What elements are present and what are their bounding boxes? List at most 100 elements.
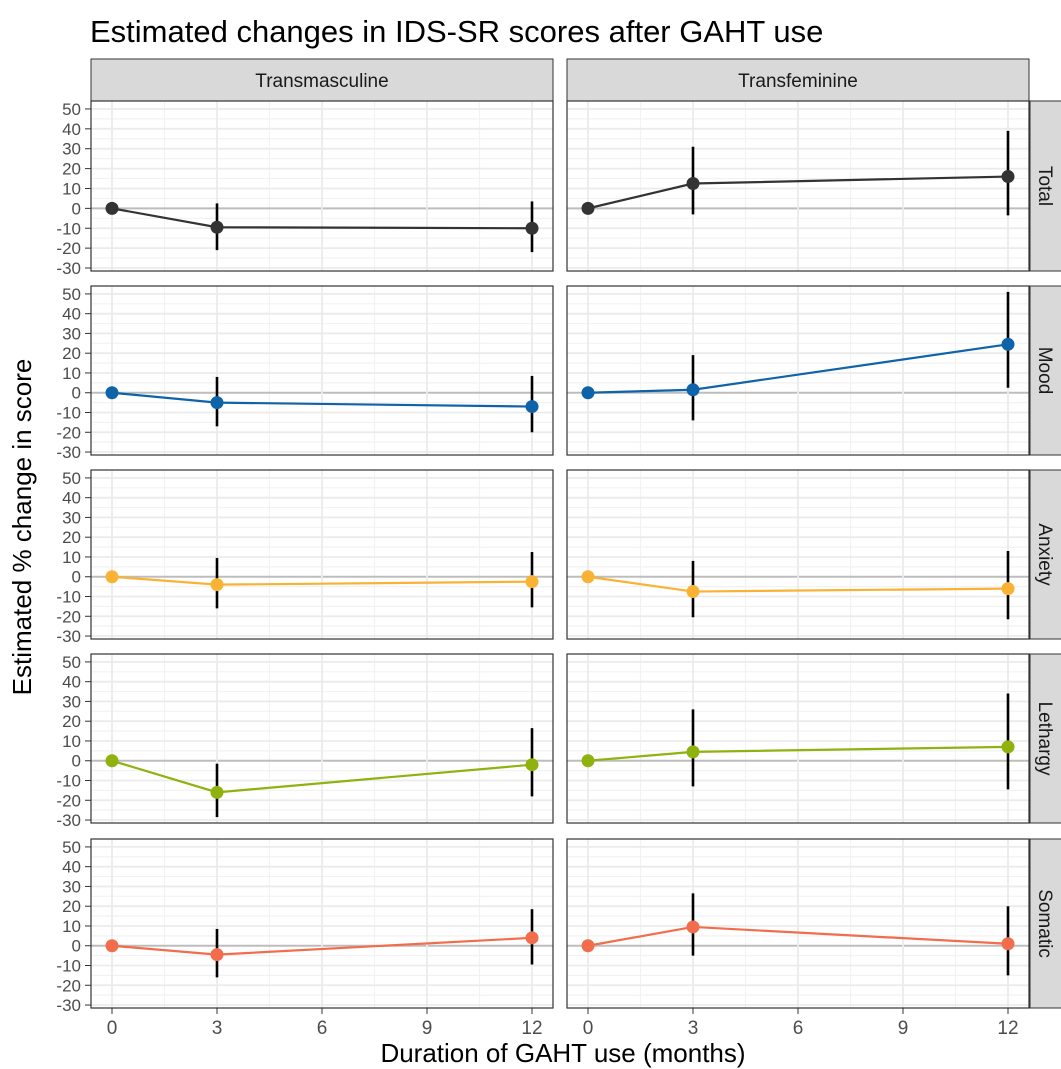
y-tick-label: 20 (62, 344, 81, 363)
data-point (525, 931, 539, 945)
row-strip (1029, 653, 1061, 824)
y-tick-label: 20 (62, 528, 81, 547)
x-tick-label: 3 (688, 1018, 699, 1039)
row-strip-label: Anxiety (1034, 523, 1055, 586)
data-point (105, 754, 119, 768)
facet-panel (566, 285, 1030, 456)
x-tick-label: 12 (521, 1018, 542, 1039)
panel-border (566, 653, 1030, 824)
y-tick-label: -30 (56, 811, 81, 830)
y-tick-label: 20 (62, 897, 81, 916)
y-tick-label: 0 (72, 937, 81, 956)
y-tick-label: 40 (62, 120, 81, 139)
row-strip (1029, 285, 1061, 456)
data-point (686, 383, 700, 397)
x-tick-label: 3 (212, 1018, 223, 1039)
y-tick-label: 20 (62, 712, 81, 731)
data-point (581, 570, 595, 584)
panel-border (90, 100, 554, 272)
y-tick-label: 40 (62, 489, 81, 508)
y-tick-label: -30 (56, 996, 81, 1015)
y-tick-label: 10 (62, 917, 81, 936)
row-strip (1029, 469, 1061, 640)
facet-panel (566, 469, 1030, 640)
facet-panel (90, 285, 554, 456)
y-axis-title: Estimated % change in score (7, 359, 37, 696)
y-tick-label: -20 (56, 423, 81, 442)
row-strip-label: Lethargy (1034, 702, 1055, 776)
column-strip (90, 58, 554, 102)
y-tick-label: 30 (62, 692, 81, 711)
panels-layer: Transmasculine TransfeminineTotal50403020… (56, 58, 1061, 1039)
y-tick-label: 50 (62, 838, 81, 857)
y-tick-label: 10 (62, 548, 81, 567)
y-tick-label: 50 (62, 653, 81, 672)
data-point (525, 575, 539, 589)
column-strip (566, 58, 1030, 102)
panel-border (566, 469, 1030, 640)
y-tick-label: -20 (56, 791, 81, 810)
facet-panel (566, 100, 1030, 272)
y-tick-label: 50 (62, 469, 81, 488)
data-point (581, 754, 595, 768)
y-tick-label: 50 (62, 285, 81, 304)
data-point (210, 785, 224, 799)
facet-panel (90, 100, 554, 272)
y-tick-label: -10 (56, 772, 81, 791)
chart-title: Estimated changes in IDS-SR scores after… (90, 14, 823, 49)
y-tick-label: 30 (62, 508, 81, 527)
facet-panel (90, 653, 554, 824)
y-tick-label: -10 (56, 957, 81, 976)
data-point (1001, 937, 1015, 951)
row-strip-label: Somatic (1034, 889, 1055, 958)
y-tick-label: -20 (56, 976, 81, 995)
y-tick-label: 10 (62, 179, 81, 198)
data-point (210, 578, 224, 592)
y-tick-label: -10 (56, 219, 81, 238)
row-strip-label: Mood (1034, 347, 1055, 395)
panel-border (90, 469, 554, 640)
data-point (686, 920, 700, 934)
y-tick-label: -30 (56, 443, 81, 462)
data-point (210, 948, 224, 962)
y-tick-label: -20 (56, 607, 81, 626)
column-strip-label: Transmasculine (255, 71, 388, 92)
x-tick-label: 9 (422, 1018, 433, 1039)
facet-panel (90, 469, 554, 640)
data-point (1001, 740, 1015, 754)
y-tick-label: -10 (56, 588, 81, 607)
row-strip (1029, 838, 1061, 1009)
facet-panel (566, 653, 1030, 824)
data-point (525, 758, 539, 772)
y-tick-label: -30 (56, 259, 81, 278)
x-tick-label: 12 (997, 1018, 1018, 1039)
data-point (1001, 337, 1015, 351)
y-tick-label: 30 (62, 324, 81, 343)
y-tick-label: 0 (72, 752, 81, 771)
y-tick-label: 30 (62, 140, 81, 159)
data-point (525, 221, 539, 235)
data-point (686, 585, 700, 599)
data-point (525, 400, 539, 414)
y-tick-label: -10 (56, 404, 81, 423)
data-point (105, 939, 119, 953)
y-tick-label: 40 (62, 673, 81, 692)
x-tick-label: 9 (898, 1018, 909, 1039)
row-strip (1029, 100, 1061, 272)
y-tick-label: 40 (62, 858, 81, 877)
data-point (105, 386, 119, 400)
x-tick-label: 0 (107, 1018, 118, 1039)
x-axis-title: Duration of GAHT use (months) (380, 1038, 745, 1068)
panel-border (90, 653, 554, 824)
data-point (210, 220, 224, 234)
y-tick-label: 10 (62, 732, 81, 751)
data-point (581, 386, 595, 400)
row-strip-label: Total (1034, 166, 1055, 206)
facet-panel (566, 838, 1030, 1009)
data-point (105, 570, 119, 584)
y-tick-label: 0 (72, 199, 81, 218)
y-tick-label: 30 (62, 877, 81, 896)
y-tick-label: 10 (62, 364, 81, 383)
y-tick-label: 20 (62, 160, 81, 179)
